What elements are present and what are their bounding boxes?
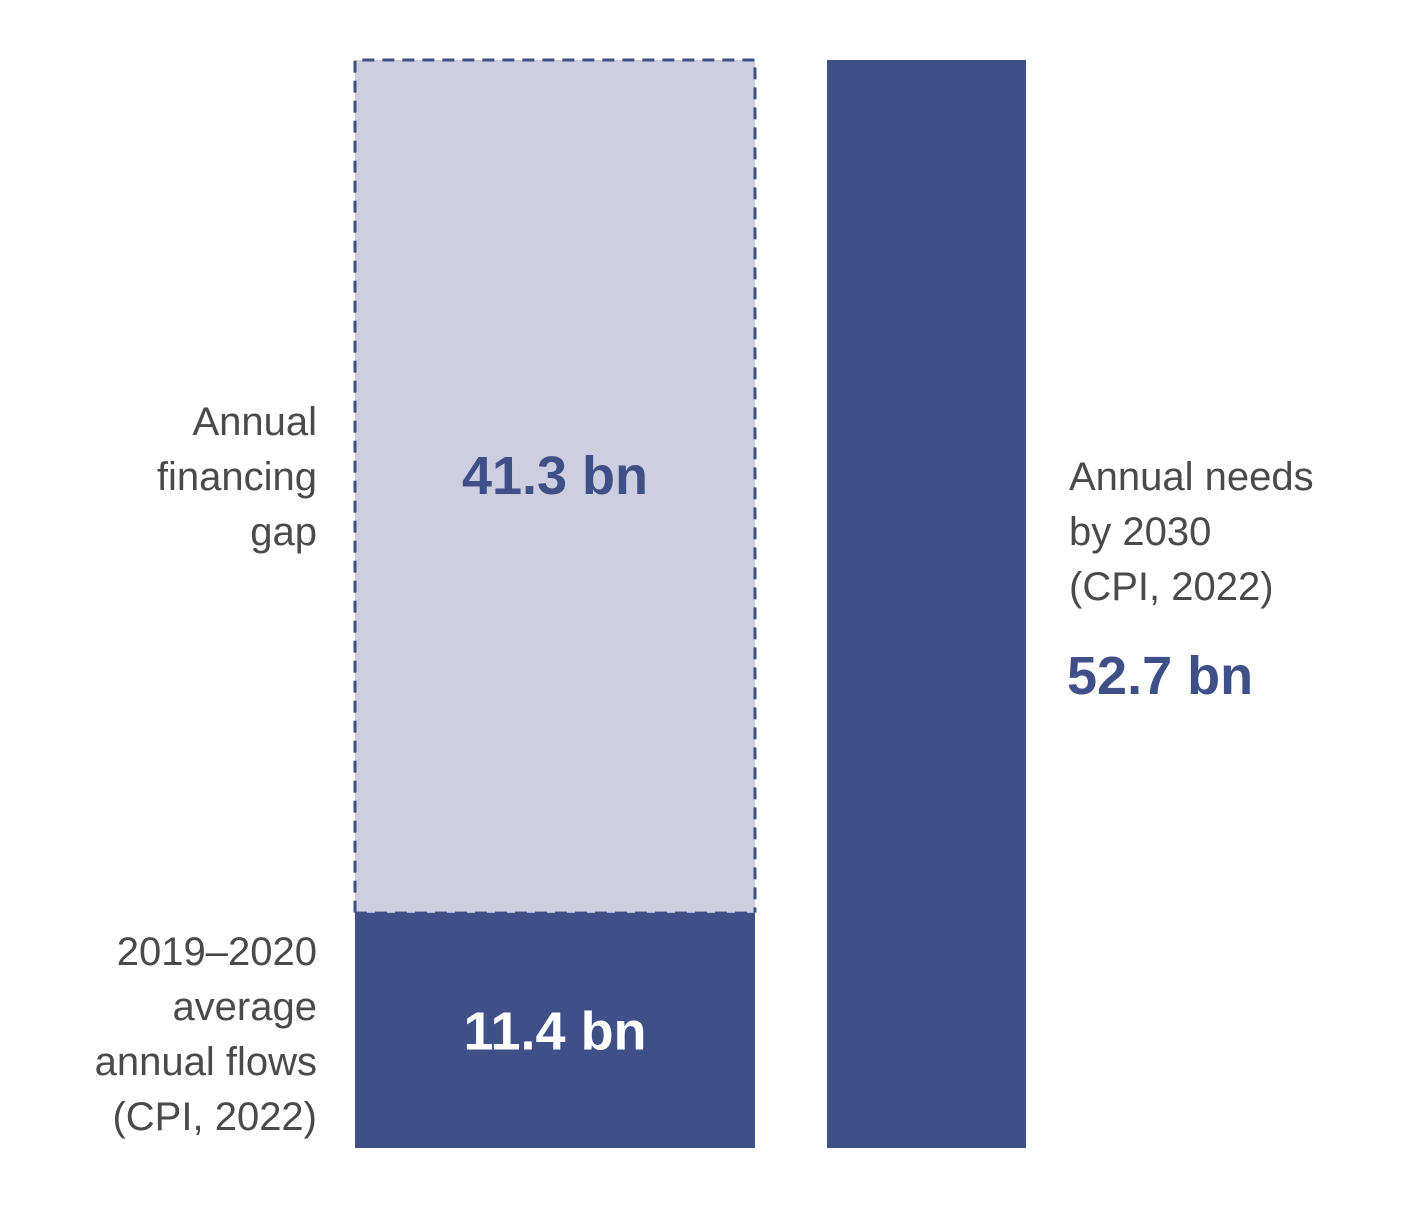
bar-2-segment-1-side-label-line: by 2030 (1069, 510, 1211, 554)
bar-1-segment-1-side-label-line: average (172, 985, 317, 1029)
bar-1-segment-2-side-label-line: financing (157, 455, 317, 499)
labels-layer: 11.4 bn 2019–2020 average annual flows (CPI,… (95, 400, 1314, 1139)
bar-1-segment-1-side-label-line: (CPI, 2022) (112, 1095, 317, 1139)
bar-1-segment-2-dashed-border (353, 58, 757, 913)
bar-2-segment-1-side-label-line: (CPI, 2022) (1069, 565, 1274, 609)
bar-1-segment-2-side-label-line: Annual (192, 400, 317, 444)
bar-1-segment-1 (355, 912, 755, 1148)
bar-1-segment-2 (355, 60, 755, 913)
bar-2-segment-1-value-label: 52.7 bn (1067, 646, 1253, 706)
bar-2-segment-1-side-label: Annual needs by 2030 (CPI, 2022) (1069, 455, 1314, 609)
bar-1-segment-1-side-label: 2019–2020 average annual flows (CPI, 2022) (95, 930, 317, 1139)
bar-2-segment-1 (827, 60, 1026, 1148)
bar-1-segment-2-value-label: 41.3 bn (462, 446, 648, 506)
bars-layer (353, 58, 1026, 1148)
bar-1-segment-1-side-label-line: annual flows (95, 1040, 317, 1084)
bar-1-segment-1-value-label: 11.4 bn (463, 1001, 646, 1061)
bar-2-segment-1-side-label-line: Annual needs (1069, 455, 1314, 499)
bar-1-segment-2-side-label: Annual financing gap (157, 400, 317, 554)
bar-1-segment-2-side-label-line: gap (250, 510, 317, 554)
bar-1-segment-1-side-label-line: 2019–2020 (117, 930, 317, 974)
